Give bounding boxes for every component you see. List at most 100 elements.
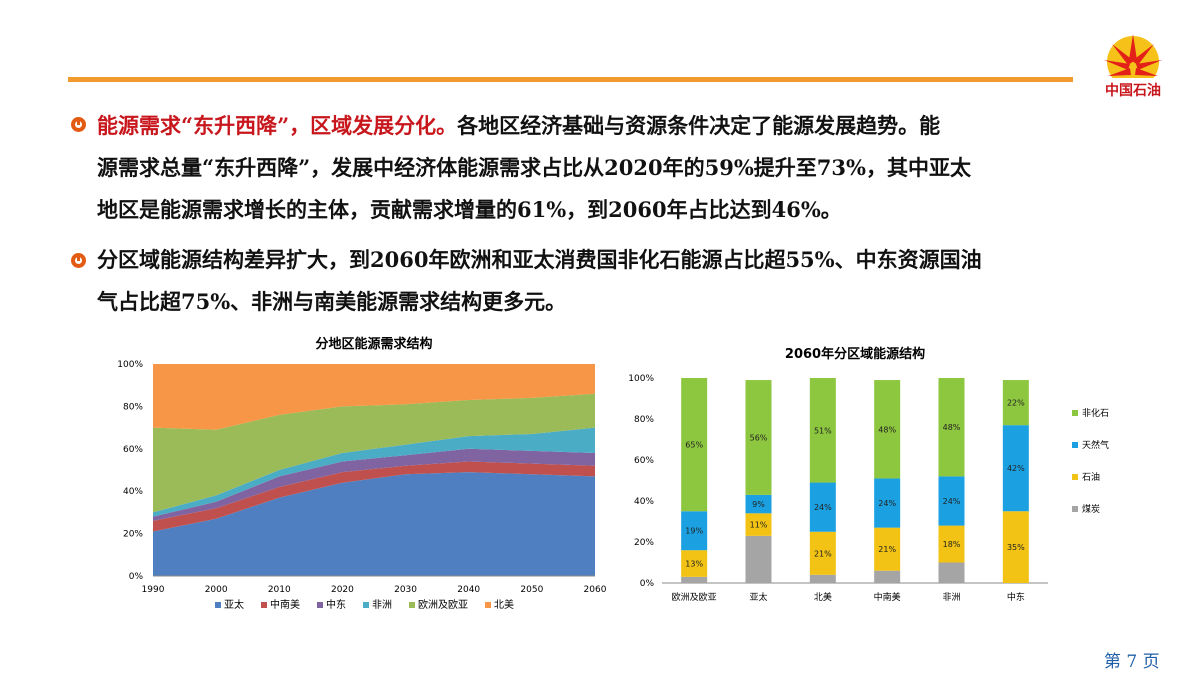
bar-segment (809, 531, 836, 575)
legend-swatch (1072, 410, 1078, 416)
legend-label: 煤炭 (1082, 503, 1100, 515)
area-series-5 (153, 364, 595, 430)
x-tick-label: 亚太 (749, 591, 767, 603)
bar-segment (681, 576, 708, 583)
bar-segment (874, 380, 901, 479)
bar-data-label: 9% (752, 500, 765, 509)
bar-segment (809, 574, 836, 583)
y-tick-label: 40% (634, 497, 654, 507)
bar-segment (874, 478, 901, 528)
bar-segment (809, 378, 836, 483)
legend-swatch (1072, 474, 1078, 480)
legend-swatch (409, 602, 415, 608)
bar-data-label: 24% (878, 499, 896, 508)
bullet-paragraph-2: 分区域能源结构差异扩大，到2060年欧洲和亚太消费国非化石能源占比超55%、中东… (97, 239, 1157, 323)
y-tick-label: 40% (123, 487, 143, 497)
bar-data-label: 56% (750, 433, 768, 442)
y-tick-label: 20% (634, 538, 654, 548)
y-tick-label: 0% (129, 572, 144, 582)
bar-data-label: 24% (814, 503, 832, 512)
bar-segment (938, 525, 965, 563)
y-tick-label: 100% (628, 374, 654, 384)
bar-data-label: 18% (943, 540, 961, 549)
bar-data-label: 35% (1007, 543, 1025, 552)
legend-swatch (1072, 442, 1078, 448)
y-tick-label: 0% (640, 579, 655, 589)
legend-label: 欧洲及欧亚 (418, 599, 468, 611)
bar-segment (745, 494, 772, 514)
bullet-icon (71, 253, 86, 268)
bullet-1-line-3: 地区是能源需求增长的主体，贡献需求增量的61%，到2060年占比达到46%。 (97, 197, 842, 222)
bar-data-label: 65% (685, 441, 703, 450)
bar-data-label: 51% (814, 426, 832, 435)
legend-swatch (485, 602, 491, 608)
bar-data-label: 48% (878, 425, 896, 434)
bar-segment (874, 527, 901, 571)
x-tick-label: 北美 (814, 591, 832, 603)
bar-segment (745, 380, 772, 495)
y-tick-label: 80% (123, 402, 143, 412)
bullet-1-highlight: 能源需求“东升西降”，区域发展分化。 (97, 113, 458, 138)
area-series-1 (153, 461, 595, 532)
bar-segment (745, 535, 772, 583)
area-series-3 (153, 427, 595, 517)
legend-label: 天然气 (1082, 439, 1109, 451)
chart-title: 分地区能源需求结构 (315, 336, 432, 352)
x-tick-label: 2010 (268, 585, 291, 595)
legend-swatch (215, 602, 221, 608)
legend-label: 非洲 (372, 599, 392, 611)
regional-energy-demand-area-chart: 分地区能源需求结构 0% 20% 40% 60% 80% 100% 1990 2000 2010 2… (117, 336, 607, 611)
y-tick-label: 60% (123, 445, 143, 455)
bar-segment (1002, 380, 1029, 426)
bar-data-label: 13% (685, 560, 703, 569)
x-tick-label: 非洲 (942, 591, 960, 603)
legend-label: 石油 (1082, 471, 1100, 483)
bullet-paragraph-1: 能源需求“东升西降”，区域发展分化。各地区经济基础与资源条件决定了能源发展趋势。… (97, 105, 1157, 231)
bar-segment (681, 511, 708, 551)
legend-swatch (317, 602, 323, 608)
y-tick-label: 100% (117, 360, 143, 370)
page-number: 第 7 页 (1104, 652, 1160, 672)
x-tick-label: 2020 (331, 585, 354, 595)
header-divider (68, 77, 1073, 82)
bar-data-label: 11% (750, 521, 768, 530)
x-tick-label: 2000 (205, 585, 228, 595)
bar-segment (938, 476, 965, 526)
x-tick-label: 中南美 (874, 591, 901, 603)
bullet-2-line-1: 分区域能源结构差异扩大，到2060年欧洲和亚太消费国非化石能源占比超55%、中东… (97, 247, 982, 272)
bar-segment (681, 550, 708, 577)
brand-name: 中国石油 (1105, 83, 1161, 99)
x-tick-label: 2040 (457, 585, 480, 595)
bar-data-label: 22% (1007, 399, 1025, 408)
bar-segment (938, 378, 965, 477)
area-series-2 (153, 448, 595, 521)
legend-label: 中南美 (270, 598, 300, 611)
bullet-1-line-2: 源需求总量“东升西降”，发展中经济体能源需求占比从2020年的59%提升至73%… (97, 155, 971, 180)
bar-data-label: 48% (943, 423, 961, 432)
x-tick-label: 欧洲及欧亚 (672, 591, 717, 603)
chart-title: 2060年分区域能源结构 (785, 346, 925, 362)
y-tick-label: 20% (123, 530, 143, 540)
y-tick-label: 80% (634, 415, 654, 425)
bar-segment (1002, 425, 1029, 512)
bar-segment (681, 378, 708, 512)
bar-segment (1002, 511, 1029, 583)
bar-data-label: 24% (943, 497, 961, 506)
area-series-4 (153, 393, 595, 513)
regional-energy-structure-bar-chart: 2060年分区域能源结构 0% 20% 40% 60% 80% 100% 13% 19% 65% 欧… (628, 346, 1109, 603)
legend-label: 北美 (494, 598, 514, 611)
petrochina-logo-icon (1104, 34, 1162, 90)
legend-swatch (363, 602, 369, 608)
y-tick-label: 60% (634, 456, 654, 466)
bar-segment (809, 482, 836, 532)
legend-label: 非化石 (1082, 407, 1109, 419)
bar-data-label: 42% (1007, 464, 1025, 473)
x-tick-label: 中东 (1007, 591, 1025, 603)
bar-data-label: 21% (814, 549, 832, 558)
x-tick-label: 2050 (520, 585, 543, 595)
bar-segment (874, 570, 901, 583)
x-tick-label: 2030 (394, 585, 417, 595)
x-tick-label: 2060 (584, 585, 607, 595)
legend-label: 中东 (326, 598, 346, 611)
bullet-2-line-2: 气占比超75%、非洲与南美能源需求结构更多元。 (97, 289, 567, 314)
